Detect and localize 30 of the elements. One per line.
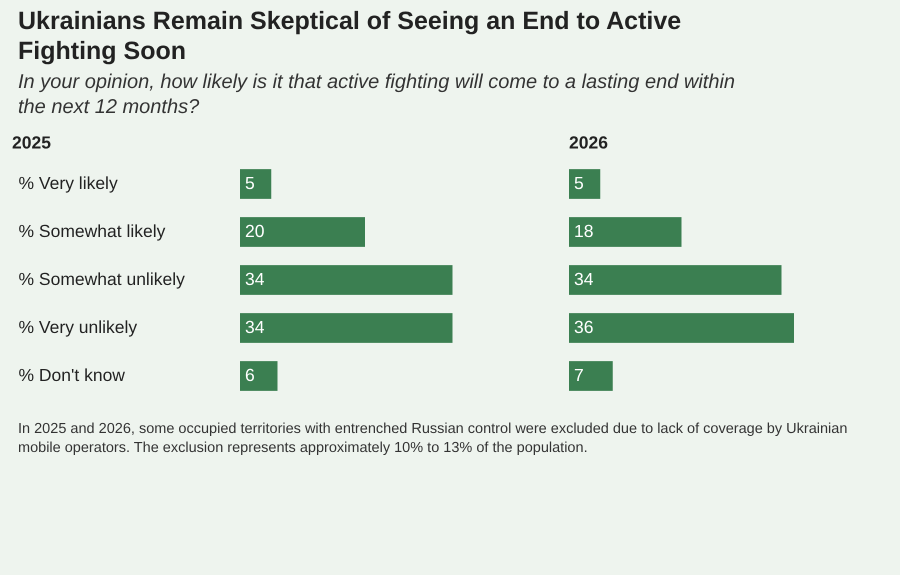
data-label: 34: [574, 269, 594, 289]
data-label: 5: [245, 173, 255, 193]
bar: [240, 313, 452, 343]
bar: [569, 361, 613, 391]
data-label: 5: [574, 173, 584, 193]
bar: [240, 217, 365, 247]
y-tick-label: % Very unlikely: [18, 317, 138, 337]
bar: [569, 265, 782, 295]
chart-title: Ukrainians Remain Skeptical of Seeing an End to Active Fighting Soon: [18, 6, 682, 66]
series-label: 2026: [569, 132, 608, 152]
bar: [240, 265, 452, 295]
data-label: 20: [245, 221, 265, 241]
y-tick-label: % Don't know: [18, 365, 126, 385]
text: 2025: [12, 132, 52, 152]
data-label: 36: [574, 317, 594, 337]
bar: [240, 361, 278, 391]
text: In 2025 and 2026, some occupied territories with entrenched Russian control were excluded due to lack of coverage by Ukrainian mobile operators. The exclusion represents approximately 10% to 13% of the population.: [18, 420, 848, 458]
y-tick-label: % Very likely: [18, 173, 118, 193]
bar: [240, 169, 272, 199]
bar: [569, 217, 682, 247]
data-label: 6: [245, 365, 255, 385]
data-label: 34: [245, 317, 265, 337]
data-label: 7: [574, 365, 584, 385]
y-tick-label: % Somewhat unlikely: [18, 269, 186, 289]
data-label: 34: [245, 269, 265, 289]
chart-subtitle: In your opinion, how likely is it that active fighting will come to a lasting end within the next 12 months?: [18, 70, 736, 120]
bar: [569, 313, 794, 343]
data-label: 18: [574, 221, 594, 241]
bar: [569, 169, 600, 199]
y-tick-label: % Somewhat likely: [18, 221, 166, 241]
